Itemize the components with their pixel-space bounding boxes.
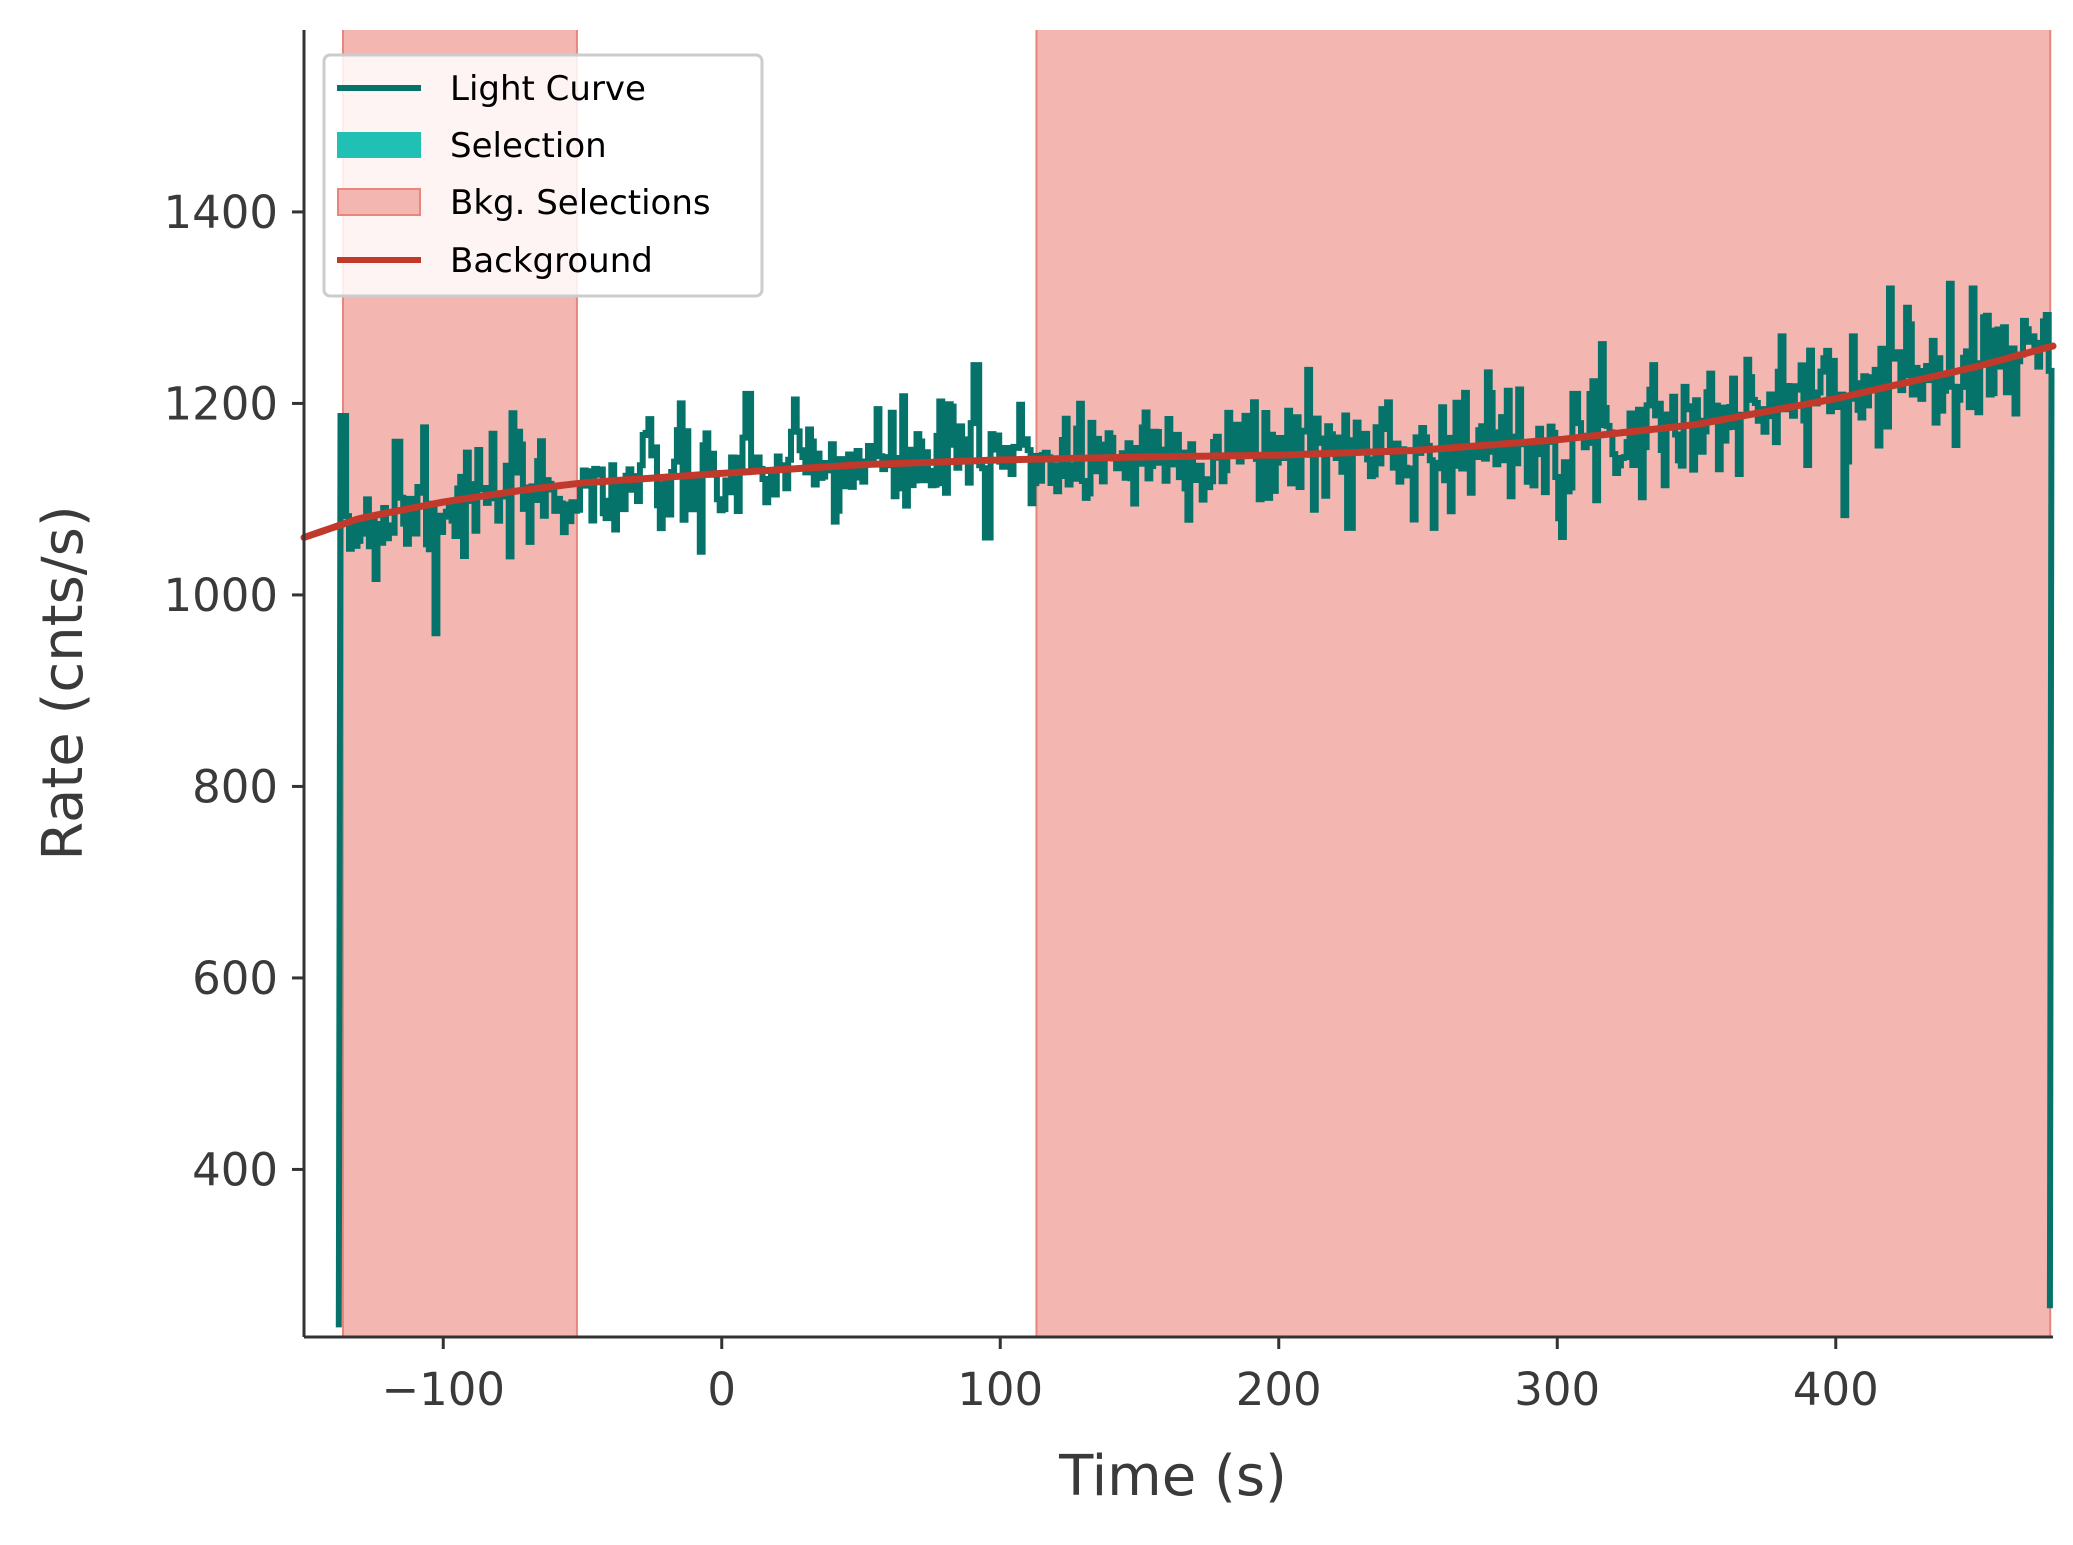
y-axis-title: Rate (cnts/s): [31, 505, 96, 860]
y-tick-label: 1000: [163, 569, 278, 622]
legend: Light Curve Selection Bkg. Selections Ba…: [322, 53, 764, 298]
legend-background-label: Background: [450, 241, 653, 281]
bkg-selection-region-2: [1036, 30, 2051, 1337]
y-tick-label: 800: [192, 760, 278, 813]
x-tick-label: 300: [1514, 1363, 1600, 1416]
x-tick-label: 100: [957, 1363, 1043, 1416]
x-tick-label: 200: [1236, 1363, 1322, 1416]
light-curve-layer: [335, 280, 2055, 1328]
background-model-line: [300, 342, 2057, 541]
x-tick-label: 400: [1793, 1363, 1879, 1416]
background-line-layer: [300, 342, 2057, 541]
x-axis-title: Time (s): [1058, 1444, 1287, 1509]
x-tick-label: −100: [381, 1363, 505, 1416]
light-curve-line: [335, 280, 2055, 1328]
legend-selection-swatch: [337, 132, 421, 158]
axes-layer: −100 0 100 200 300 400 400 600 800 1000 1200 1400: [163, 30, 2053, 1416]
legend-bkg-selections-label: Bkg. Selections: [450, 183, 711, 223]
y-tick-label: 1200: [163, 377, 278, 430]
legend-bkg-selections-swatch: [337, 188, 421, 216]
y-tick-label: 1400: [163, 186, 278, 239]
y-tick-label: 600: [192, 952, 278, 1005]
legend-light-curve-label: Light Curve: [450, 69, 646, 109]
x-tick-label: 0: [707, 1363, 736, 1416]
y-tick-label: 400: [192, 1143, 278, 1196]
legend-selection-label: Selection: [450, 126, 607, 166]
legend-frame: [322, 53, 764, 298]
